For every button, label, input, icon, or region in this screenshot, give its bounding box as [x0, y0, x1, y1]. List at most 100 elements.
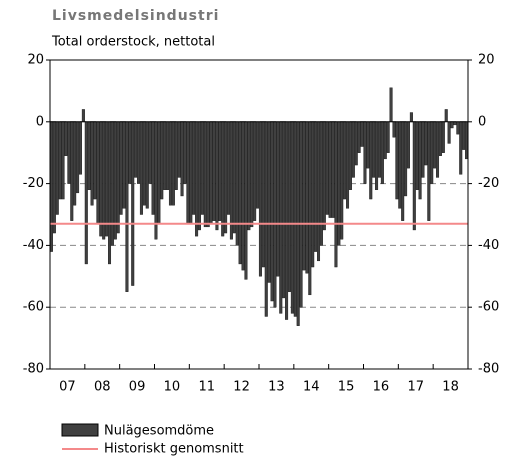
- y-tick-label: -20: [23, 176, 44, 191]
- bar: [113, 121, 117, 240]
- bar: [70, 121, 74, 221]
- x-tick-label: 17: [407, 380, 424, 395]
- bar: [171, 121, 175, 206]
- bar: [253, 121, 257, 221]
- bar: [421, 121, 425, 178]
- bar: [302, 121, 306, 271]
- bar: [73, 121, 77, 206]
- y-tick-label: 20: [27, 53, 44, 68]
- bar: [163, 121, 167, 190]
- x-tick-label: 13: [268, 380, 285, 395]
- y-tick-label: -60: [23, 300, 44, 315]
- bar: [293, 121, 297, 317]
- bar: [270, 121, 274, 302]
- bar: [189, 121, 193, 224]
- bar: [128, 121, 132, 184]
- bar: [105, 121, 109, 237]
- bar: [256, 121, 260, 209]
- chart-subtitle: Total orderstock, nettotal: [51, 35, 215, 50]
- bar: [328, 121, 332, 218]
- bar: [151, 121, 155, 215]
- bar: [177, 121, 181, 178]
- y-tick-label: -80: [23, 362, 44, 377]
- legend-label: Historiskt genomsnitt: [104, 442, 244, 457]
- bar: [412, 121, 416, 231]
- bar: [372, 121, 376, 178]
- bar: [241, 121, 245, 271]
- bar: [401, 121, 405, 221]
- bar: [427, 121, 431, 221]
- bar: [197, 121, 201, 231]
- bar: [377, 121, 381, 178]
- bar: [55, 121, 59, 215]
- y2-tick-label: -80: [478, 362, 499, 377]
- bar: [465, 121, 469, 160]
- bar: [84, 121, 88, 265]
- y-tick-label: -40: [23, 238, 44, 253]
- bar: [398, 121, 402, 209]
- bar: [317, 121, 321, 262]
- bar: [200, 121, 204, 215]
- x-tick-label: 07: [59, 380, 76, 395]
- bar: [351, 121, 355, 178]
- bar: [180, 121, 184, 197]
- bar: [250, 121, 254, 228]
- bar: [433, 121, 437, 169]
- bar: [276, 121, 280, 277]
- x-tick-label: 09: [129, 380, 146, 395]
- bar: [305, 121, 309, 274]
- x-tick-label: 15: [338, 380, 355, 395]
- bar: [206, 121, 210, 228]
- bar: [459, 121, 463, 175]
- bar: [93, 121, 97, 200]
- bar: [154, 121, 158, 240]
- y2-tick-label: 20: [478, 53, 495, 68]
- bar: [348, 121, 352, 190]
- bar: [354, 121, 358, 166]
- bar: [166, 121, 170, 190]
- bar: [52, 121, 56, 234]
- bar: [346, 121, 350, 209]
- bar: [61, 121, 65, 200]
- bar: [343, 121, 347, 200]
- bar: [444, 109, 448, 123]
- bar: [375, 121, 379, 190]
- bar: [322, 121, 326, 231]
- bar: [78, 121, 82, 175]
- bar: [314, 121, 318, 252]
- y2-tick-label: -20: [478, 176, 499, 191]
- legend-swatch: [61, 423, 99, 437]
- bar: [49, 121, 53, 252]
- bar: [99, 121, 103, 237]
- bar: [247, 121, 251, 231]
- bar: [235, 121, 239, 246]
- bar: [258, 121, 262, 277]
- bar: [290, 121, 294, 314]
- x-tick-label: 12: [233, 380, 250, 395]
- bar: [134, 121, 138, 178]
- bar: [430, 121, 434, 184]
- bar: [209, 121, 213, 224]
- bar: [238, 121, 242, 265]
- bar: [96, 121, 100, 224]
- y2-tick-label: -40: [478, 238, 499, 253]
- x-tick-label: 16: [373, 380, 390, 395]
- bar: [116, 121, 120, 234]
- bar: [137, 121, 141, 184]
- bar: [383, 121, 387, 160]
- bar: [418, 121, 422, 200]
- bar: [145, 121, 149, 209]
- x-tick-label: 14: [303, 380, 320, 395]
- x-tick-label: 10: [164, 380, 181, 395]
- bar: [369, 121, 373, 200]
- legend-label: Nulägesomdöme: [104, 424, 214, 439]
- bar: [232, 121, 236, 234]
- bar: [462, 121, 466, 150]
- bar: [125, 121, 129, 292]
- bar: [108, 121, 112, 265]
- x-tick-label: 11: [198, 380, 215, 395]
- bar: [110, 121, 114, 246]
- bar: [229, 121, 233, 240]
- bar: [221, 121, 225, 237]
